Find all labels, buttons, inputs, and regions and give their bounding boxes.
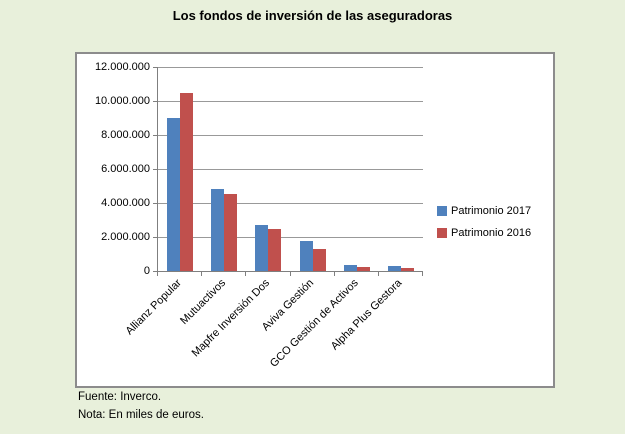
gridline <box>158 237 423 238</box>
gridline <box>158 101 423 102</box>
bar-patrimonio-2017-2 <box>211 189 225 271</box>
bar-patrimonio-2016-1 <box>180 92 194 271</box>
x-axis-tick <box>289 271 291 276</box>
gridline <box>158 135 423 136</box>
bar-patrimonio-2016-4 <box>312 248 326 271</box>
y-axis-tick <box>153 237 158 238</box>
x-axis-tick <box>245 271 247 276</box>
y-tick-label: 10.000.000 <box>94 95 150 107</box>
y-tick-label: 6.000.000 <box>101 163 150 175</box>
y-axis-tick <box>153 271 158 272</box>
bar-patrimonio-2017-3 <box>255 225 269 271</box>
y-axis-tick <box>153 203 158 204</box>
legend: Patrimonio 2017 Patrimonio 2016 <box>437 205 531 239</box>
x-category-label: Allianz Popular <box>123 277 184 338</box>
y-tick-label: 4.000.000 <box>101 197 150 209</box>
y-axis-tick <box>153 135 158 136</box>
legend-label: Patrimonio 2017 <box>451 205 532 217</box>
legend-swatch-icon <box>437 228 447 238</box>
y-axis-tick <box>153 101 158 102</box>
bar-patrimonio-2016-2 <box>224 193 238 271</box>
y-tick-label: 12.000.000 <box>94 61 150 73</box>
x-category-label: GCO Gestión de Activos <box>267 277 361 370</box>
bar-patrimonio-2016-6 <box>400 267 414 271</box>
x-axis-tick <box>333 271 335 276</box>
gridline <box>158 169 423 170</box>
x-axis-tick <box>377 271 379 276</box>
source-note: Fuente: Inverco. <box>78 391 162 403</box>
chart-title: Los fondos de inversión de las asegurado… <box>172 8 453 23</box>
gridline <box>158 67 423 68</box>
y-tick-label: 2.000.000 <box>101 231 150 243</box>
unit-note: Nota: En miles de euros. <box>78 409 204 421</box>
bar-patrimonio-2017-6 <box>387 265 401 271</box>
plot-area <box>157 67 423 272</box>
legend-item: Patrimonio 2016 <box>437 227 531 239</box>
y-tick-label: 0 <box>143 265 150 277</box>
y-axis-tick <box>153 169 158 170</box>
x-category-label: Mapfre Inversión Dos <box>189 277 272 360</box>
bar-patrimonio-2017-4 <box>299 241 313 271</box>
bar-patrimonio-2017-1 <box>167 118 181 271</box>
bar-patrimonio-2016-5 <box>356 266 370 271</box>
bar-patrimonio-2017-5 <box>343 265 357 271</box>
x-axis-tick <box>157 271 158 276</box>
chart-frame: 12.000.000 10.000.000 8.000.000 6.000.000 4.… <box>75 52 555 388</box>
legend-swatch-icon <box>437 206 447 216</box>
y-tick-label: 8.000.000 <box>101 129 150 141</box>
x-axis-tick <box>422 271 423 276</box>
bar-patrimonio-2016-3 <box>268 228 282 271</box>
legend-label: Patrimonio 2016 <box>451 227 532 239</box>
gridline <box>158 203 423 204</box>
x-axis-tick <box>201 271 203 276</box>
y-axis-tick <box>153 67 158 68</box>
legend-item: Patrimonio 2017 <box>437 205 531 217</box>
